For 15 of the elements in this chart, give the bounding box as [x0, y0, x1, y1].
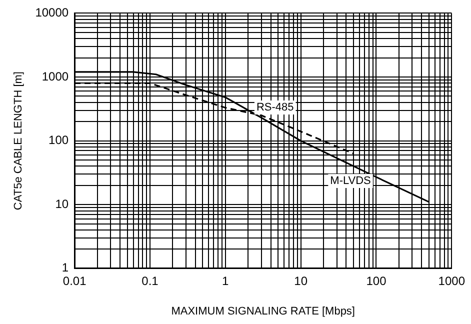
- x-tick-label: 10: [294, 274, 308, 288]
- y-tick-label: 10000: [35, 6, 69, 20]
- y-tick-label: 10: [55, 196, 69, 211]
- series-label: RS-485: [256, 101, 294, 114]
- x-tick-label: 0.1: [142, 274, 159, 288]
- y-tick-label: 1000: [42, 69, 69, 84]
- x-tick-label: 100: [366, 274, 387, 288]
- y-tick-label: 1: [62, 260, 69, 275]
- series-label: M-LVDS: [330, 174, 371, 187]
- x-tick-label: 1: [222, 274, 230, 288]
- x-tick-label: 0.01: [62, 274, 87, 288]
- y-tick-label: 100: [48, 133, 69, 148]
- x-tick-label: 1000: [438, 274, 466, 288]
- x-axis-title: MAXIMUM SIGNALING RATE [Mbps]: [171, 305, 355, 318]
- y-axis-title: CAT5e CABLE LENGTH [m]: [12, 72, 25, 210]
